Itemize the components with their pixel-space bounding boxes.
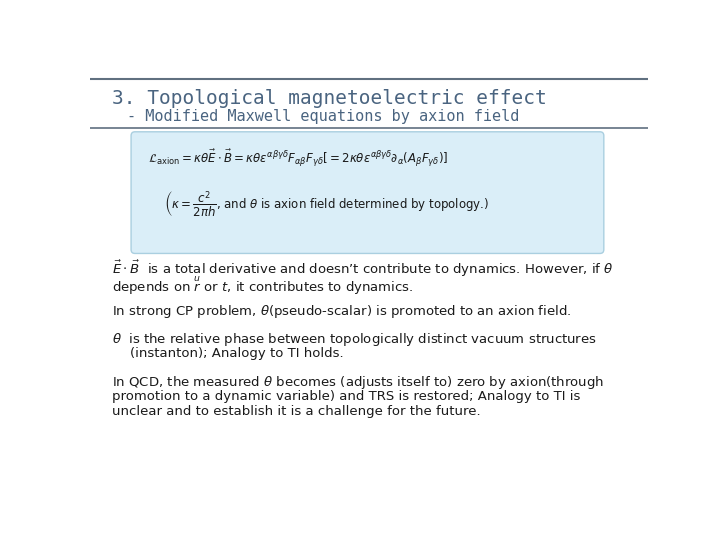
Text: $\mathcal{L}_{\mathrm{axion}} = \kappa\theta\vec{E}\cdot\vec{B} = \kappa\theta\e: $\mathcal{L}_{\mathrm{axion}} = \kappa\t… (148, 148, 449, 169)
Text: $\theta$  is the relative phase between topologically distinct vacuum structures: $\theta$ is the relative phase between t… (112, 331, 596, 348)
Text: - Modified Maxwell equations by axion field: - Modified Maxwell equations by axion fi… (127, 110, 520, 124)
Text: promotion to a dynamic variable) and TRS is restored; Analogy to TI is: promotion to a dynamic variable) and TRS… (112, 390, 580, 403)
Text: (instanton); Analogy to TI holds.: (instanton); Analogy to TI holds. (130, 347, 344, 360)
FancyBboxPatch shape (131, 132, 604, 253)
Text: depends on $\overset{u}{r}$ or $t$, it contributes to dynamics.: depends on $\overset{u}{r}$ or $t$, it c… (112, 274, 413, 297)
Text: In QCD, the measured $\theta$ becomes (adjusts itself to) zero by axion(through: In QCD, the measured $\theta$ becomes (a… (112, 374, 604, 392)
Text: $\left( \kappa = \dfrac{c^2}{2\pi h}\right.$, and $\theta$ is axion field determ: $\left( \kappa = \dfrac{c^2}{2\pi h}\rig… (163, 190, 489, 220)
Text: In strong CP problem, $\theta$(pseudo-scalar) is promoted to an axion field.: In strong CP problem, $\theta$(pseudo-sc… (112, 303, 571, 321)
Text: 3. Topological magnetoelectric effect: 3. Topological magnetoelectric effect (112, 90, 546, 109)
Text: unclear and to establish it is a challenge for the future.: unclear and to establish it is a challen… (112, 405, 480, 418)
Text: $\vec{E}\cdot\vec{B}$  is a total derivative and doesn’t contribute to dynamics.: $\vec{E}\cdot\vec{B}$ is a total derivat… (112, 259, 613, 279)
